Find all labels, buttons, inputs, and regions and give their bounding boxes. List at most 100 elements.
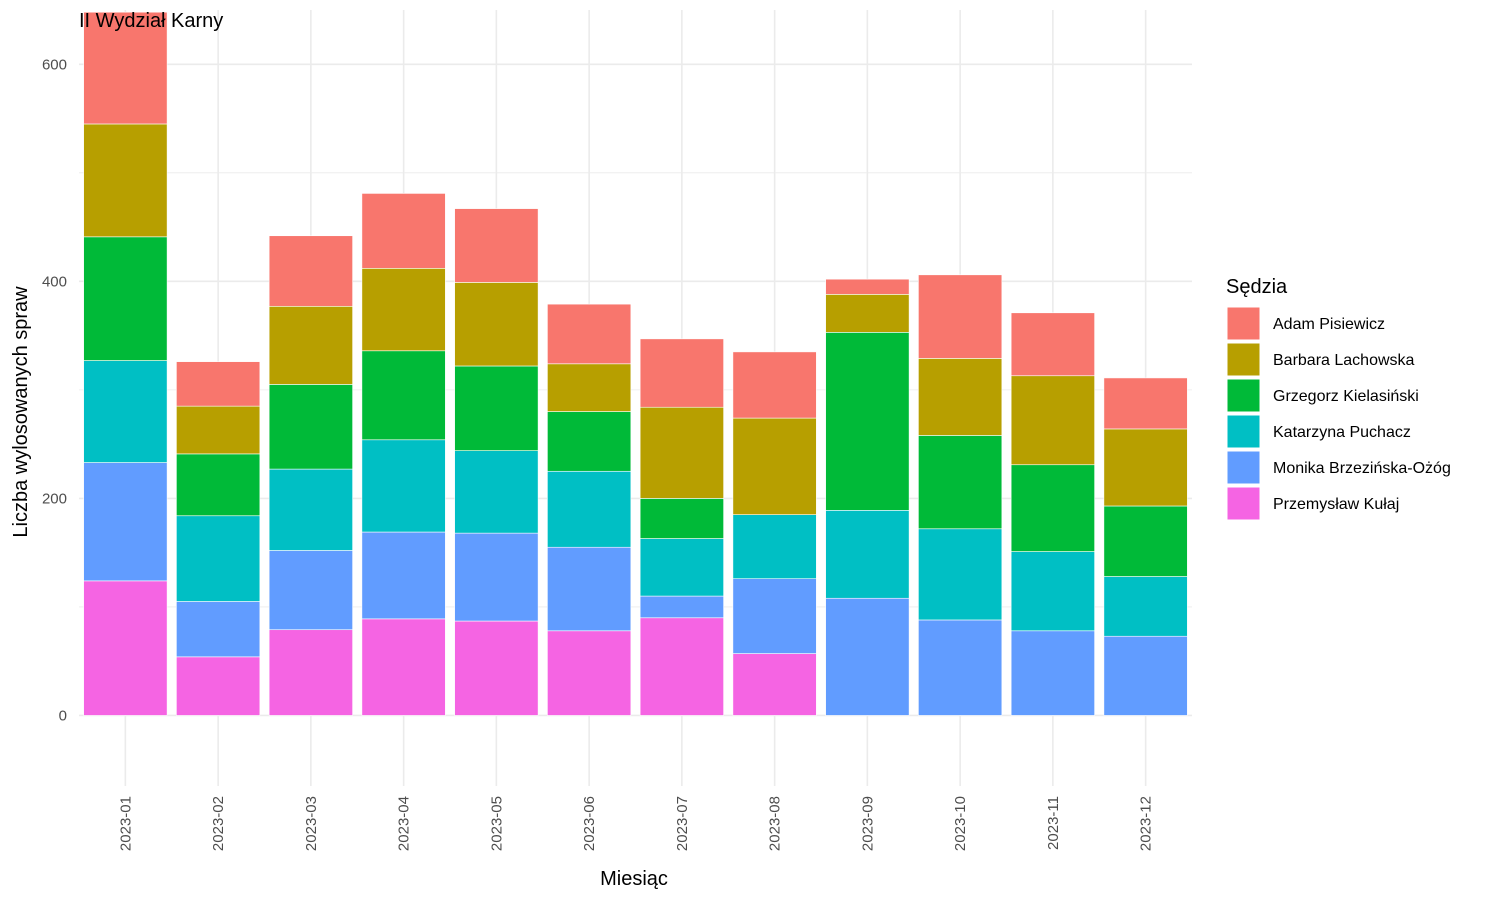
bar-segment xyxy=(176,515,261,602)
bar-segment xyxy=(83,462,168,582)
bar-segment xyxy=(1103,377,1188,430)
bar-segment xyxy=(454,365,539,451)
y-axis-title: Liczba wylosowanych spraw xyxy=(10,286,32,538)
bar-segment xyxy=(83,236,168,361)
bar-segment xyxy=(361,193,446,269)
x-tick-label: 2023-12 xyxy=(1138,796,1155,851)
bar-segment xyxy=(83,360,168,463)
bar-segment xyxy=(1010,375,1095,466)
bar-segment xyxy=(268,550,353,631)
y-axis-ticks: 0 200 400 600 xyxy=(42,56,67,724)
legend-label: Przemysław Kułaj xyxy=(1273,496,1399,513)
bar-segment xyxy=(732,653,817,716)
bar-segment xyxy=(1103,428,1188,507)
bar-segment xyxy=(176,453,261,517)
bar-segment xyxy=(361,618,446,716)
bar-segment xyxy=(825,332,910,511)
x-tick-label: 2023-02 xyxy=(210,796,227,851)
bar-segment xyxy=(918,435,1003,530)
x-tick-label: 2023-10 xyxy=(952,796,969,851)
x-tick-label: 2023-11 xyxy=(1045,796,1062,850)
bar-segment xyxy=(1010,630,1095,716)
legend-label: Grzegorz Kielasiński xyxy=(1273,388,1419,405)
bar-segment xyxy=(639,538,724,597)
legend-title: Sędzia xyxy=(1226,276,1288,298)
bar-segment xyxy=(825,294,910,333)
legend-label: Monika Brzezińska-Ożóg xyxy=(1273,460,1451,477)
bar-segment xyxy=(83,580,168,716)
y-tick-label: 400 xyxy=(42,273,67,290)
bar-segment xyxy=(547,411,632,472)
bar-segment xyxy=(825,510,910,599)
bar-segment xyxy=(547,630,632,716)
bar-segment xyxy=(268,235,353,307)
bar-segment xyxy=(547,303,632,365)
x-axis-title: Miesiąc xyxy=(600,868,668,890)
bar-segment xyxy=(176,656,261,716)
x-tick-label: 2023-09 xyxy=(859,796,876,851)
bar-segment xyxy=(1010,551,1095,632)
bar-segment xyxy=(918,619,1003,716)
bar-segment xyxy=(639,406,724,499)
bar-segment xyxy=(361,268,446,352)
bars xyxy=(83,11,1188,716)
bar-segment xyxy=(268,305,353,385)
bar-segment xyxy=(732,514,817,580)
bar-segment xyxy=(547,363,632,412)
bar-segment xyxy=(454,208,539,283)
bar-segment xyxy=(639,338,724,408)
bar-segment xyxy=(361,439,446,533)
legend: Sędzia Adam Pisiewicz Barbara Lachowska Gr… xyxy=(1226,276,1451,521)
x-tick-label: 2023-06 xyxy=(581,796,598,851)
legend-swatch xyxy=(1226,378,1261,413)
chart-title: II Wydział Karny xyxy=(79,10,223,32)
x-tick-label: 2023-07 xyxy=(674,796,691,851)
legend-label: Katarzyna Puchacz xyxy=(1273,424,1411,441)
x-tick-label: 2023-08 xyxy=(767,796,784,851)
bar-segment xyxy=(268,468,353,551)
legend-label: Adam Pisiewicz xyxy=(1273,316,1385,333)
bar-segment xyxy=(1010,464,1095,552)
bar-segment xyxy=(176,361,261,407)
bar-segment xyxy=(639,617,724,716)
x-tick-label: 2023-05 xyxy=(488,796,505,851)
legend-swatch xyxy=(1226,414,1261,449)
legend-swatch xyxy=(1226,450,1261,485)
bar-segment xyxy=(547,470,632,548)
bar-segment xyxy=(732,351,817,419)
bar-segment xyxy=(639,498,724,539)
bar-segment xyxy=(918,274,1003,359)
bar-segment xyxy=(454,532,539,622)
bar-segment xyxy=(361,350,446,441)
bar-segment xyxy=(361,531,446,620)
bar-segment xyxy=(176,601,261,658)
legend-swatch xyxy=(1226,306,1261,341)
bar-segment xyxy=(639,595,724,619)
bar-segment xyxy=(732,417,817,515)
y-tick-label: 0 xyxy=(59,707,67,724)
bar-segment xyxy=(1010,312,1095,377)
bar-segment xyxy=(918,358,1003,436)
legend-label: Barbara Lachowska xyxy=(1273,352,1415,369)
bar-segment xyxy=(83,11,168,125)
y-tick-label: 200 xyxy=(42,490,67,507)
bar-segment xyxy=(83,123,168,238)
bar-segment xyxy=(454,450,539,534)
bar-segment xyxy=(1103,635,1188,716)
bar-segment xyxy=(176,405,261,455)
bar-segment xyxy=(1103,576,1188,637)
bar-segment xyxy=(268,629,353,716)
bar-segment xyxy=(825,597,910,716)
x-tick-label: 2023-03 xyxy=(303,796,320,851)
x-tick-label: 2023-01 xyxy=(117,796,134,851)
bar-segment xyxy=(825,278,910,295)
y-tick-label: 600 xyxy=(42,56,67,73)
bar-segment xyxy=(547,546,632,632)
bar-segment xyxy=(454,620,539,716)
bar-segment xyxy=(454,282,539,367)
x-axis-ticks: 2023-01 2023-02 2023-03 2023-04 2023-05 2023-… xyxy=(117,796,1154,851)
bar-segment xyxy=(268,384,353,470)
legend-swatch xyxy=(1226,486,1261,521)
bar-segment xyxy=(1103,505,1188,577)
